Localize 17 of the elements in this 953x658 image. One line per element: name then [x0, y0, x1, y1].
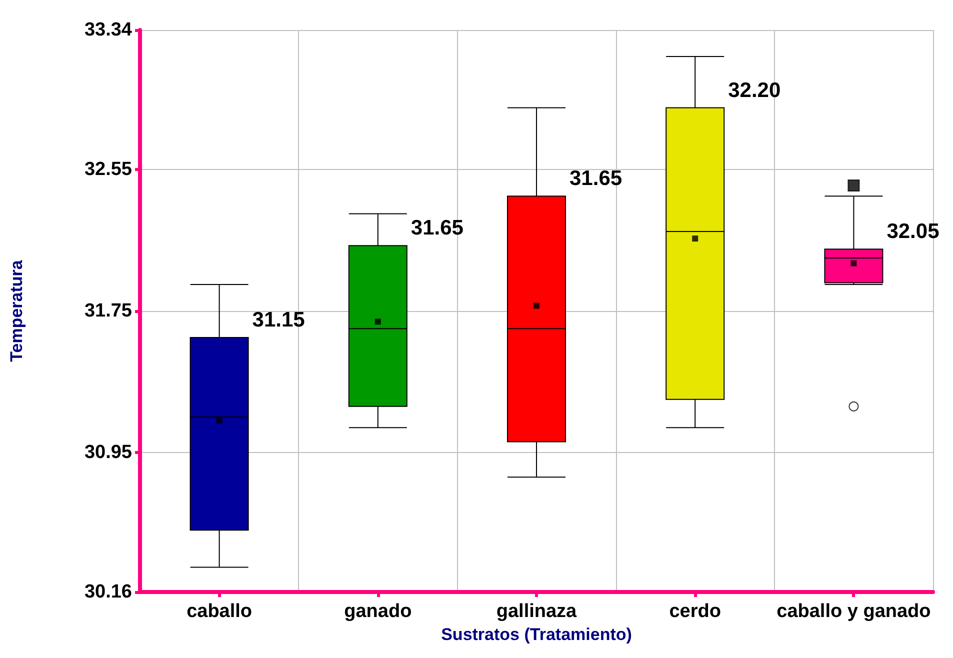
y-tick-label: 33.34 [84, 20, 132, 40]
annotation: 32.05 [886, 220, 940, 244]
x-axis-title: Sustratos (Tratamiento) [441, 625, 632, 644]
annotation: 31.15 [252, 308, 306, 332]
y-axis-title: Temperatura [7, 260, 26, 362]
annotation: 32.20 [728, 78, 781, 102]
x-tick-label: gallinaza [496, 601, 578, 622]
annotation: 31.65 [570, 167, 622, 190]
x-tick-label: cerdo [669, 601, 721, 622]
x-tick-label: caballo [186, 601, 252, 622]
y-tick-label: 32.55 [84, 159, 132, 180]
y-tick-label: 30.16 [84, 582, 132, 602]
y-tick-label: 31.75 [84, 300, 132, 322]
x-tick-label: caballo y ganado [776, 601, 931, 622]
x-tick-label: ganado [344, 601, 412, 622]
y-tick-label: 30.95 [84, 442, 132, 463]
annotation: 31.65 [410, 216, 464, 240]
